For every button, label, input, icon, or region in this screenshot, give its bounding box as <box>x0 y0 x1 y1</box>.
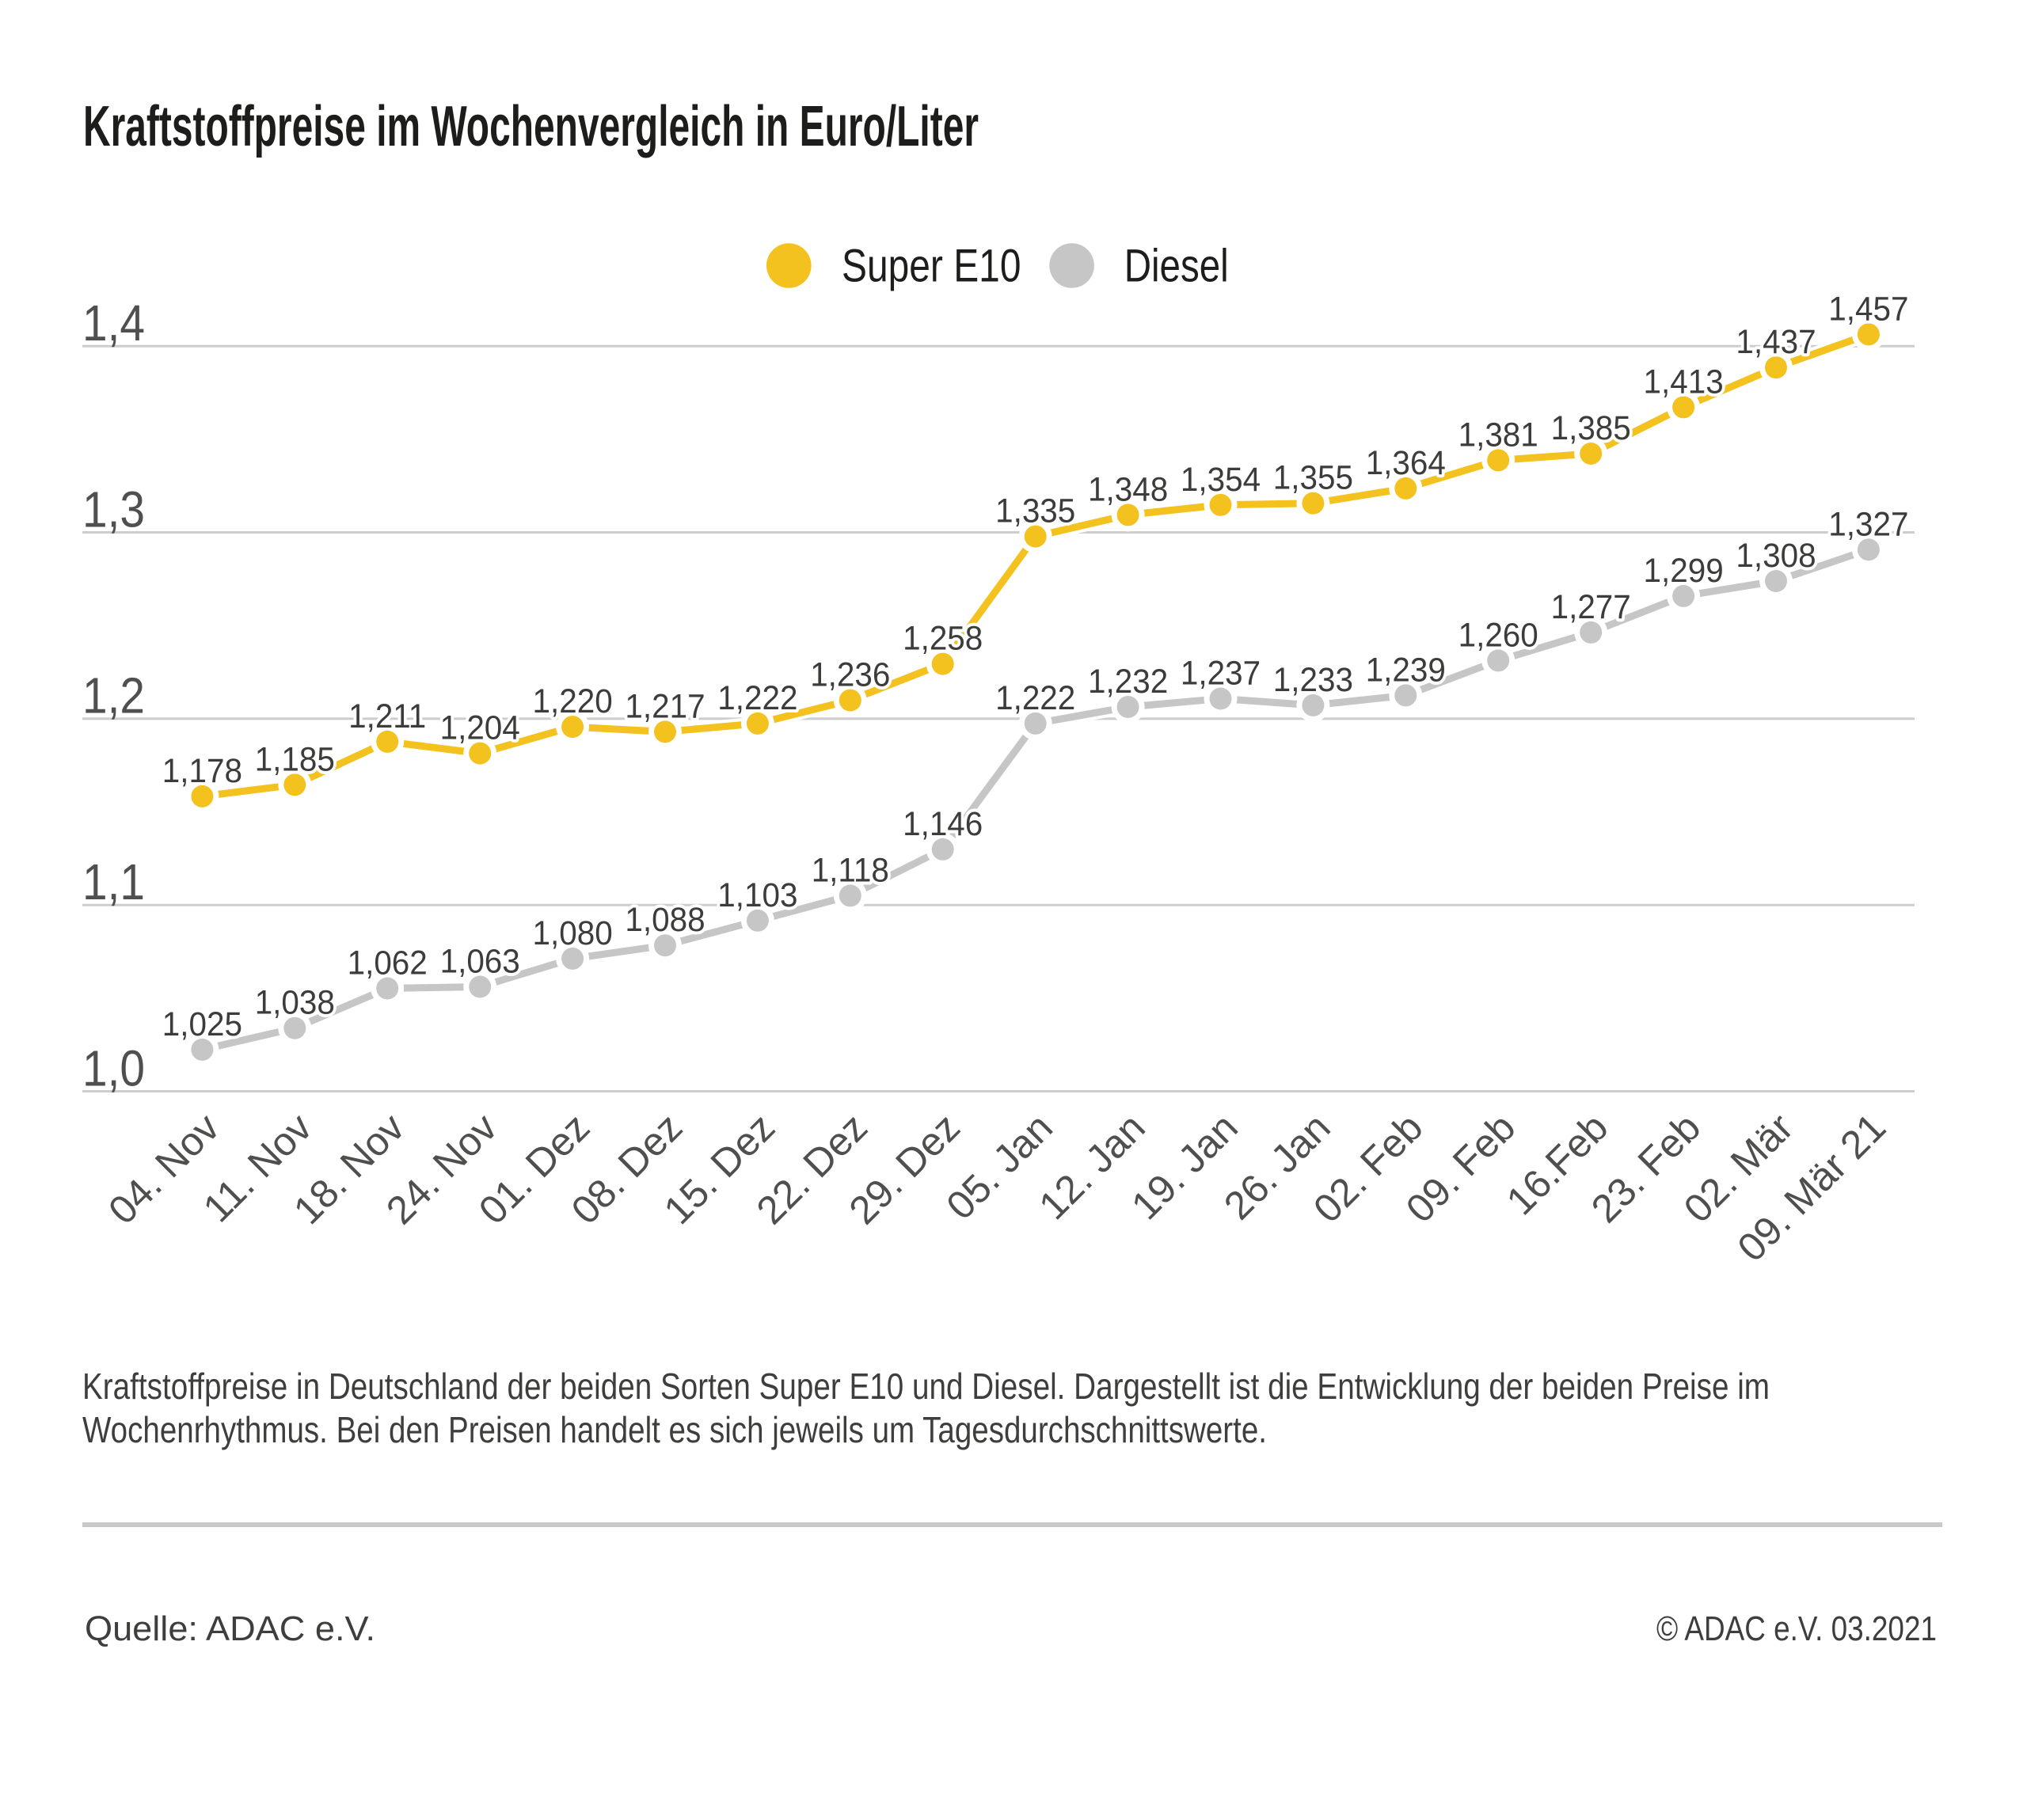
svg-text:1,348: 1,348 <box>1088 470 1168 508</box>
svg-text:1,381: 1,381 <box>1458 416 1538 454</box>
svg-text:1,457: 1,457 <box>1828 290 1908 328</box>
svg-text:1,3: 1,3 <box>82 481 145 538</box>
svg-text:1,063: 1,063 <box>440 943 520 981</box>
svg-text:© ADAC e.V. 03.2021: © ADAC e.V. 03.2021 <box>1656 1609 1937 1648</box>
svg-text:1,327: 1,327 <box>1828 505 1908 543</box>
svg-text:1,211: 1,211 <box>348 697 426 735</box>
svg-text:Quelle: ADAC e.V.: Quelle: ADAC e.V. <box>85 1609 375 1648</box>
svg-text:1,413: 1,413 <box>1644 363 1724 401</box>
svg-text:1,178: 1,178 <box>162 752 242 790</box>
svg-text:1,299: 1,299 <box>1644 552 1724 590</box>
svg-text:1,088: 1,088 <box>625 901 705 939</box>
svg-text:1,233: 1,233 <box>1273 661 1353 699</box>
svg-text:1,364: 1,364 <box>1366 444 1446 482</box>
svg-text:1,204: 1,204 <box>440 709 520 747</box>
svg-text:1,0: 1,0 <box>82 1039 145 1096</box>
svg-text:1,118: 1,118 <box>812 851 889 889</box>
svg-text:1,222: 1,222 <box>717 679 797 717</box>
svg-text:1,4: 1,4 <box>82 294 145 351</box>
svg-text:1,277: 1,277 <box>1551 588 1631 626</box>
svg-text:1,260: 1,260 <box>1458 616 1538 654</box>
svg-text:1,222: 1,222 <box>995 679 1075 717</box>
svg-text:Diesel: Diesel <box>1124 241 1229 292</box>
svg-text:1,185: 1,185 <box>255 740 335 778</box>
svg-text:1,355: 1,355 <box>1273 459 1353 497</box>
svg-text:1,062: 1,062 <box>348 944 428 982</box>
svg-text:1,232: 1,232 <box>1088 663 1168 701</box>
svg-text:1,217: 1,217 <box>625 687 705 725</box>
svg-text:1,2: 1,2 <box>82 667 145 724</box>
svg-text:1,258: 1,258 <box>903 620 983 658</box>
svg-text:1,354: 1,354 <box>1181 461 1261 499</box>
svg-text:1,237: 1,237 <box>1181 655 1261 693</box>
svg-text:1,146: 1,146 <box>903 805 983 843</box>
svg-text:Super E10: Super E10 <box>842 241 1021 292</box>
svg-text:1,385: 1,385 <box>1551 409 1631 447</box>
svg-text:1,308: 1,308 <box>1736 537 1816 575</box>
svg-text:1,103: 1,103 <box>717 876 797 914</box>
svg-text:1,080: 1,080 <box>533 914 613 952</box>
svg-text:Kraftstoffpreise in Deutschlan: Kraftstoffpreise in Deutschland der beid… <box>82 1366 1770 1407</box>
svg-text:1,025: 1,025 <box>162 1005 242 1043</box>
svg-text:1,239: 1,239 <box>1366 651 1446 689</box>
svg-text:1,1: 1,1 <box>82 853 145 910</box>
svg-text:Kraftstoffpreise im Wochenverg: Kraftstoffpreise im Wochenvergleich in E… <box>83 95 979 158</box>
svg-text:1,437: 1,437 <box>1736 323 1816 361</box>
svg-text:1,220: 1,220 <box>533 682 613 720</box>
svg-text:1,236: 1,236 <box>810 656 890 694</box>
svg-text:1,335: 1,335 <box>995 492 1075 530</box>
svg-text:Wochenrhythmus. Bei den Preise: Wochenrhythmus. Bei den Preisen handelt … <box>82 1409 1267 1450</box>
svg-text:1,038: 1,038 <box>255 984 335 1022</box>
